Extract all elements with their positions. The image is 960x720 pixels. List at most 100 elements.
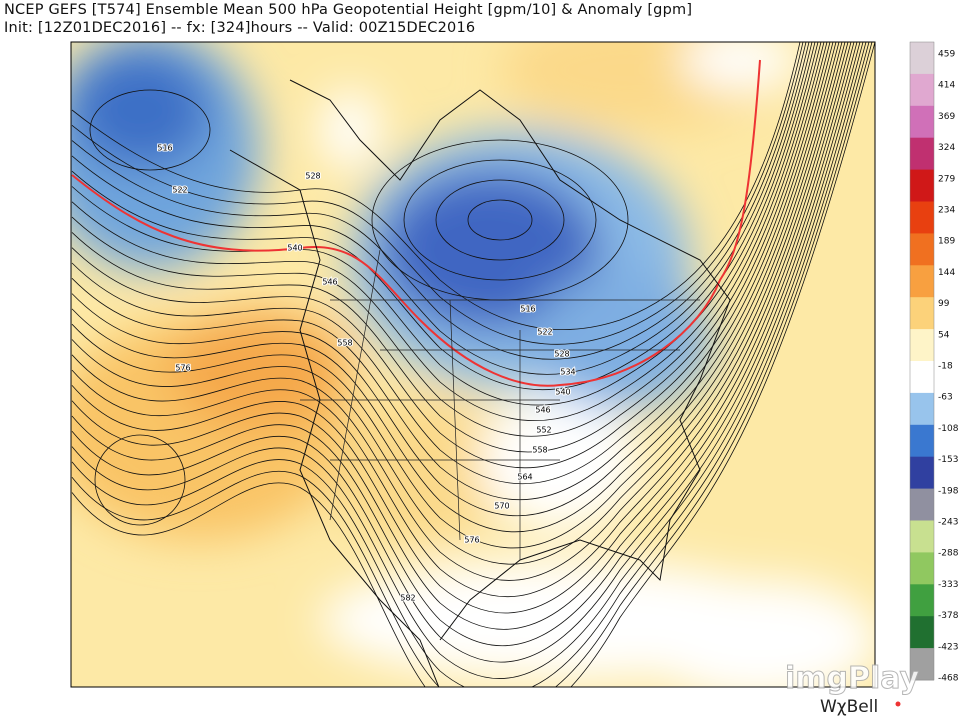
colorbar-label: 99 [938, 299, 950, 309]
colorbar-swatch [910, 616, 934, 649]
contour-line [71, 42, 855, 614]
colorbar-label: 54 [938, 330, 950, 340]
contour-line [71, 42, 837, 517]
colorbar-label: -333 [938, 580, 958, 590]
colorbar-label: 144 [938, 268, 955, 278]
colorbar-swatch [910, 105, 934, 139]
contour-label: 546 [535, 406, 550, 415]
contour-line [71, 42, 870, 687]
contour-label: 540 [555, 388, 570, 397]
contour-line [71, 42, 816, 406]
contour-label: 516 [157, 144, 172, 153]
contour-line [71, 42, 861, 646]
540-line [71, 59, 761, 387]
contour-label: 540 [287, 244, 302, 253]
colorbar-label: 369 [938, 112, 955, 122]
contour-line [71, 42, 834, 501]
map-field: 516 522 528 540 546 558 576 516 522 528 534 540 546 5… [71, 42, 875, 687]
title: NCEP GEFS [T574] Ensemble Mean 500 hPa G… [4, 2, 693, 18]
colorbar-swatch [910, 201, 934, 234]
colorbar-label: -18 [938, 362, 953, 372]
contour-line [71, 42, 819, 422]
colorbar-swatch [910, 488, 934, 521]
colorbar-swatch [910, 392, 934, 426]
contour-label: 576 [175, 364, 190, 373]
colorbar-swatch [910, 169, 934, 202]
colorbar-label: -108 [938, 424, 959, 434]
colorbar-swatch [910, 265, 934, 298]
contour-line [71, 42, 846, 565]
contour-ring [94, 434, 186, 526]
map-frame [70, 41, 876, 688]
colorbar-swatch [910, 233, 934, 266]
borders [300, 249, 700, 560]
colorbar-label: 189 [938, 237, 955, 247]
colorbar-swatch [910, 424, 934, 458]
colorbar-label: 459 [938, 50, 955, 60]
contour-label: 528 [305, 172, 320, 181]
contour-line [71, 42, 867, 679]
contour-label: 576 [464, 536, 479, 545]
colorbar-label: -63 [938, 393, 953, 403]
colorbar-label: 324 [938, 143, 955, 153]
contour-label: 552 [536, 426, 551, 435]
colorbar-swatch [910, 297, 934, 330]
coastline [229, 79, 731, 687]
colorbar-frame [909, 41, 935, 681]
contour-label: 582 [400, 594, 415, 603]
contour-line [71, 42, 843, 549]
contour-line [71, 42, 804, 345]
contour-line [71, 42, 873, 687]
colorbar-label: -468 [938, 674, 959, 684]
contour-label: 522 [537, 328, 552, 337]
colorbar-swatch [910, 520, 934, 553]
brand: WχBell [820, 697, 878, 717]
colorbar-label: -198 [938, 486, 959, 496]
colorbar-label: -288 [938, 549, 959, 559]
colorbar-label: -378 [938, 611, 959, 621]
contour-ring [435, 179, 565, 261]
contour-label: 516 [520, 305, 535, 314]
contour-label: 528 [554, 350, 569, 359]
contour-line [71, 42, 813, 391]
contour-label: 546 [322, 278, 337, 287]
colorbar-swatch [910, 137, 934, 171]
colorbar-swatch [910, 361, 934, 394]
contour-label: 558 [337, 339, 352, 348]
contour-ring [467, 199, 533, 241]
colorbar-swatch [910, 456, 934, 490]
contour-label: 534 [560, 368, 575, 377]
colorbar-swatch [910, 329, 934, 362]
contour-line [71, 42, 858, 630]
colorbar-label: -423 [938, 642, 958, 652]
contour-label: 570 [494, 502, 509, 511]
colorbar-swatch [910, 584, 934, 617]
colorbar-swatch [910, 42, 934, 75]
contour-line [71, 42, 852, 598]
contour-label: 522 [172, 186, 187, 195]
contour-line [71, 42, 822, 437]
contour-line [71, 42, 864, 663]
contour-label: 564 [517, 473, 532, 482]
contour-label: 558 [532, 446, 547, 455]
contour-line [71, 42, 825, 453]
contour-line [71, 42, 840, 533]
colorbar-swatch [910, 552, 934, 585]
contour-ring [89, 89, 211, 171]
contour-line [71, 42, 807, 360]
subtitle: Init: [12Z01DEC2016] -- fx: [324]hours -… [4, 20, 476, 36]
colorbar-label: -243 [938, 518, 958, 528]
contour-line [71, 42, 875, 687]
colorbar-label: 279 [938, 174, 955, 184]
contour-line [71, 42, 849, 581]
contour-line [71, 42, 801, 331]
brand-dot [895, 701, 901, 707]
colorbar-swatch [910, 73, 934, 107]
colorbar-label: -153 [938, 455, 958, 465]
colorbar-label: 234 [938, 206, 955, 216]
colorbar-swatch [910, 648, 934, 681]
contour-ring [403, 159, 597, 281]
watermark: imgPlay [785, 661, 920, 696]
